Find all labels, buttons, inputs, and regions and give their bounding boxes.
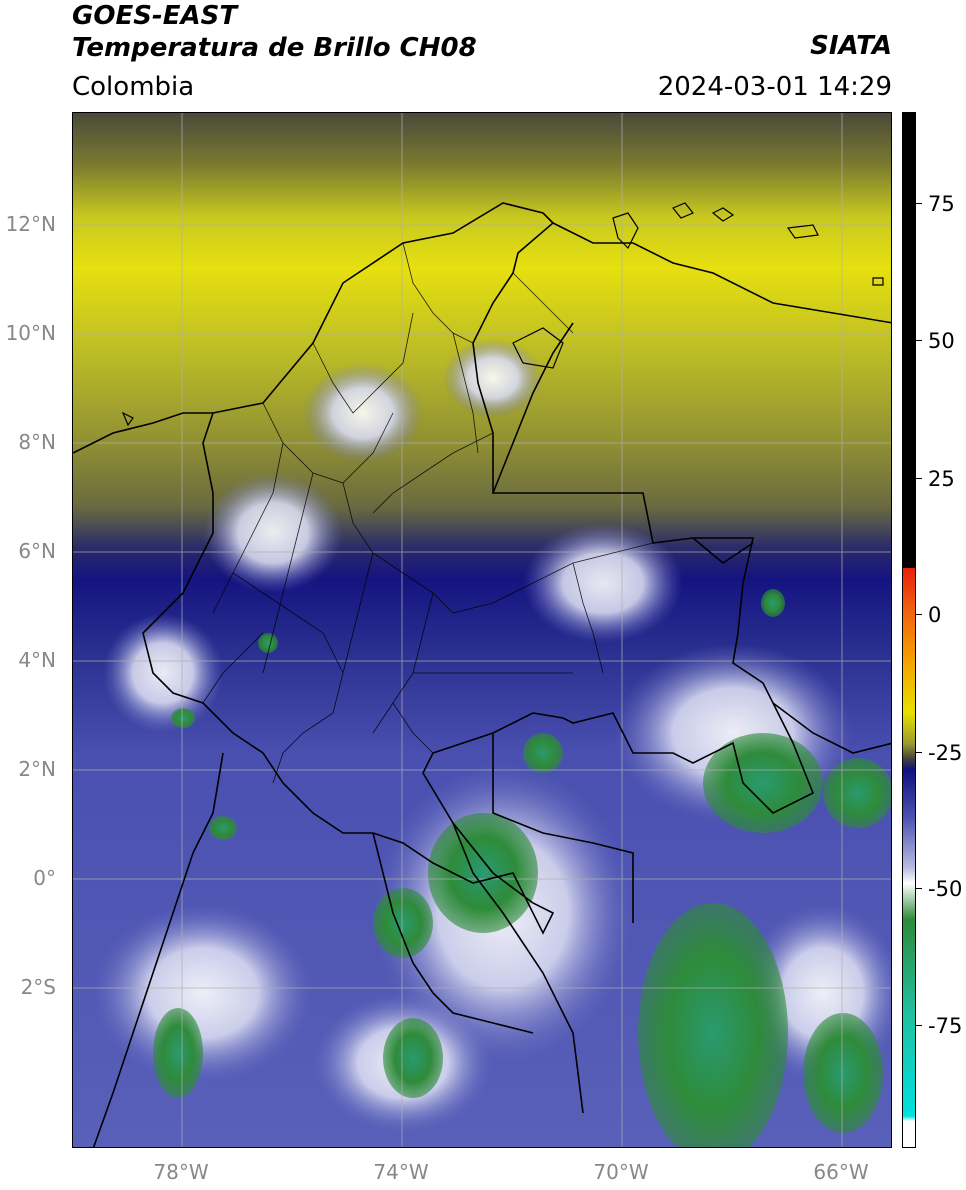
lat-label-4n: 4°N: [18, 648, 56, 672]
lat-label-2s: 2°S: [20, 975, 56, 999]
department-boundaries: [202, 242, 654, 784]
lat-label-8n: 8°N: [18, 430, 56, 454]
colorbar-tick-minus50: [916, 888, 922, 889]
colorbar-label-75: 75: [928, 192, 955, 216]
colorbar-tick-0: [916, 614, 922, 615]
colorbar-tick-50: [916, 340, 922, 341]
gridlines: [73, 113, 891, 1147]
islands-coastline: [121, 202, 884, 427]
map-canvas: [73, 113, 891, 1147]
satellite-map[interactable]: [72, 112, 892, 1148]
colorbar-label-25: 25: [928, 467, 955, 491]
colorbar-label-0: 0: [928, 603, 942, 627]
colorbar-tick-75: [916, 203, 922, 204]
colorbar-label-minus25: -25: [928, 741, 963, 765]
agency-label: SIATA: [810, 31, 892, 61]
colorbar-tick-25: [916, 478, 922, 479]
colorbar-label-minus75: -75: [928, 1014, 963, 1038]
lat-label-2n: 2°N: [18, 757, 56, 781]
lon-label-74w: 74°W: [373, 1160, 429, 1184]
region-label: Colombia: [72, 72, 195, 102]
lat-label-12n: 12°N: [5, 212, 56, 236]
cold-cloud-tops-green: [153, 589, 891, 1147]
lon-label-78w: 78°W: [153, 1160, 209, 1184]
colorbar-label-minus50: -50: [928, 877, 963, 901]
product-title: Temperatura de Brillo CH08: [72, 33, 477, 63]
title-block: GOES-EAST Temperatura de Brillo CH08: [72, 0, 477, 64]
lat-label-0: 0°: [33, 866, 56, 890]
satellite-title: GOES-EAST: [72, 1, 238, 31]
colorbar-tick-minus25: [916, 752, 922, 753]
colorbar-label-50: 50: [928, 329, 955, 353]
lat-label-10n: 10°N: [5, 321, 56, 345]
colorbar: [902, 112, 916, 1148]
timestamp-label: 2024-03-01 14:29: [657, 72, 892, 102]
lat-label-6n: 6°N: [18, 539, 56, 563]
lon-label-66w: 66°W: [813, 1160, 869, 1184]
lon-label-70w: 70°W: [593, 1160, 649, 1184]
colorbar-tick-minus75: [916, 1025, 922, 1026]
